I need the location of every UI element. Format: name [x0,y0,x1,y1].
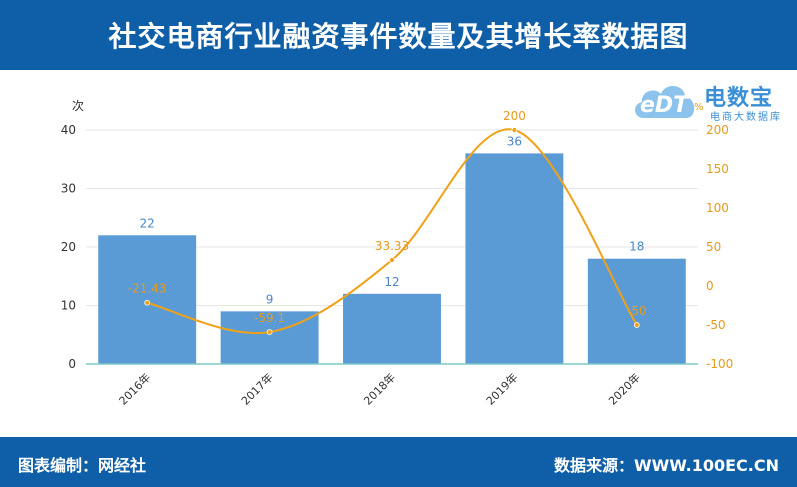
line-value-label: -59.1 [254,311,285,325]
line-value-label: 200 [503,109,526,123]
line-value-label: -50 [627,304,647,318]
line-point [389,257,395,263]
logo-subtitle: 电商大数据库 [710,112,782,123]
bar-value-label: 12 [384,275,399,289]
y-right-tick-label: 100 [706,201,729,215]
bar [98,235,197,364]
bar [465,153,564,364]
chart-title: 社交电商行业融资事件数量及其增长率数据图 [108,20,689,53]
bar-value-label: 18 [629,240,644,254]
bar-value-label: 22 [140,216,155,230]
line-point [266,329,273,335]
y-right-tick-label: 0 [706,279,714,293]
brand-logo: eDT 电数宝 电商大数据库 [630,76,790,126]
x-tick-label: 2020年 [605,370,642,407]
line-point [511,127,518,133]
y-right-tick-label: -50 [706,318,726,332]
x-tick-label: 2016年 [116,370,153,407]
footer-banner: 图表编制：网经社 数据来源：WWW.100EC.CN [0,437,797,487]
y-left-tick-label: 0 [68,357,76,371]
y-right-axis-label: % [694,102,704,113]
bar-value-label: 36 [507,134,522,148]
logo-eng: eDT [640,93,689,118]
bar [587,258,686,364]
line-point [144,299,151,306]
y-right-tick-label: 50 [706,240,721,254]
x-tick-label: 2017年 [238,370,275,407]
y-right-tick-label: 150 [706,162,729,176]
chart-area: 0 10 20 30 40 次 -100 -50 0 50 100 150 200% 22 9 12 36 18 2… [0,70,797,437]
growth-rate-line [146,128,638,335]
line-value-label: -21.43 [128,282,167,296]
bar [343,293,441,364]
y-left-tick-label: 10 [61,299,76,313]
logo-brand: 电数宝 [704,86,774,111]
footer-source: 数据来源：WWW.100EC.CN [553,456,779,475]
x-tick-label: 2019年 [483,370,520,407]
cloud-icon [635,86,695,118]
y-left-tick-label: 40 [61,123,76,137]
y-left-tick-label: 20 [61,240,76,254]
x-tick-label: 2018年 [361,370,398,407]
line-point [633,322,640,328]
footer-credit: 图表编制：网经社 [18,456,147,475]
title-banner: 社交电商行业融资事件数量及其增长率数据图 [0,0,797,70]
y-right-tick-label: -100 [706,357,733,371]
chart-svg: 0 10 20 30 40 次 -100 -50 0 50 100 150 200% 22 9 12 36 18 2… [61,99,734,408]
bar-value-label: 9 [266,292,274,306]
bar [220,311,319,364]
y-right-tick-label: 200 [706,123,729,137]
line-value-label: 33.33 [375,239,409,253]
y-left-axis-label: 次 [72,99,84,113]
y-left-tick-label: 30 [61,182,76,196]
